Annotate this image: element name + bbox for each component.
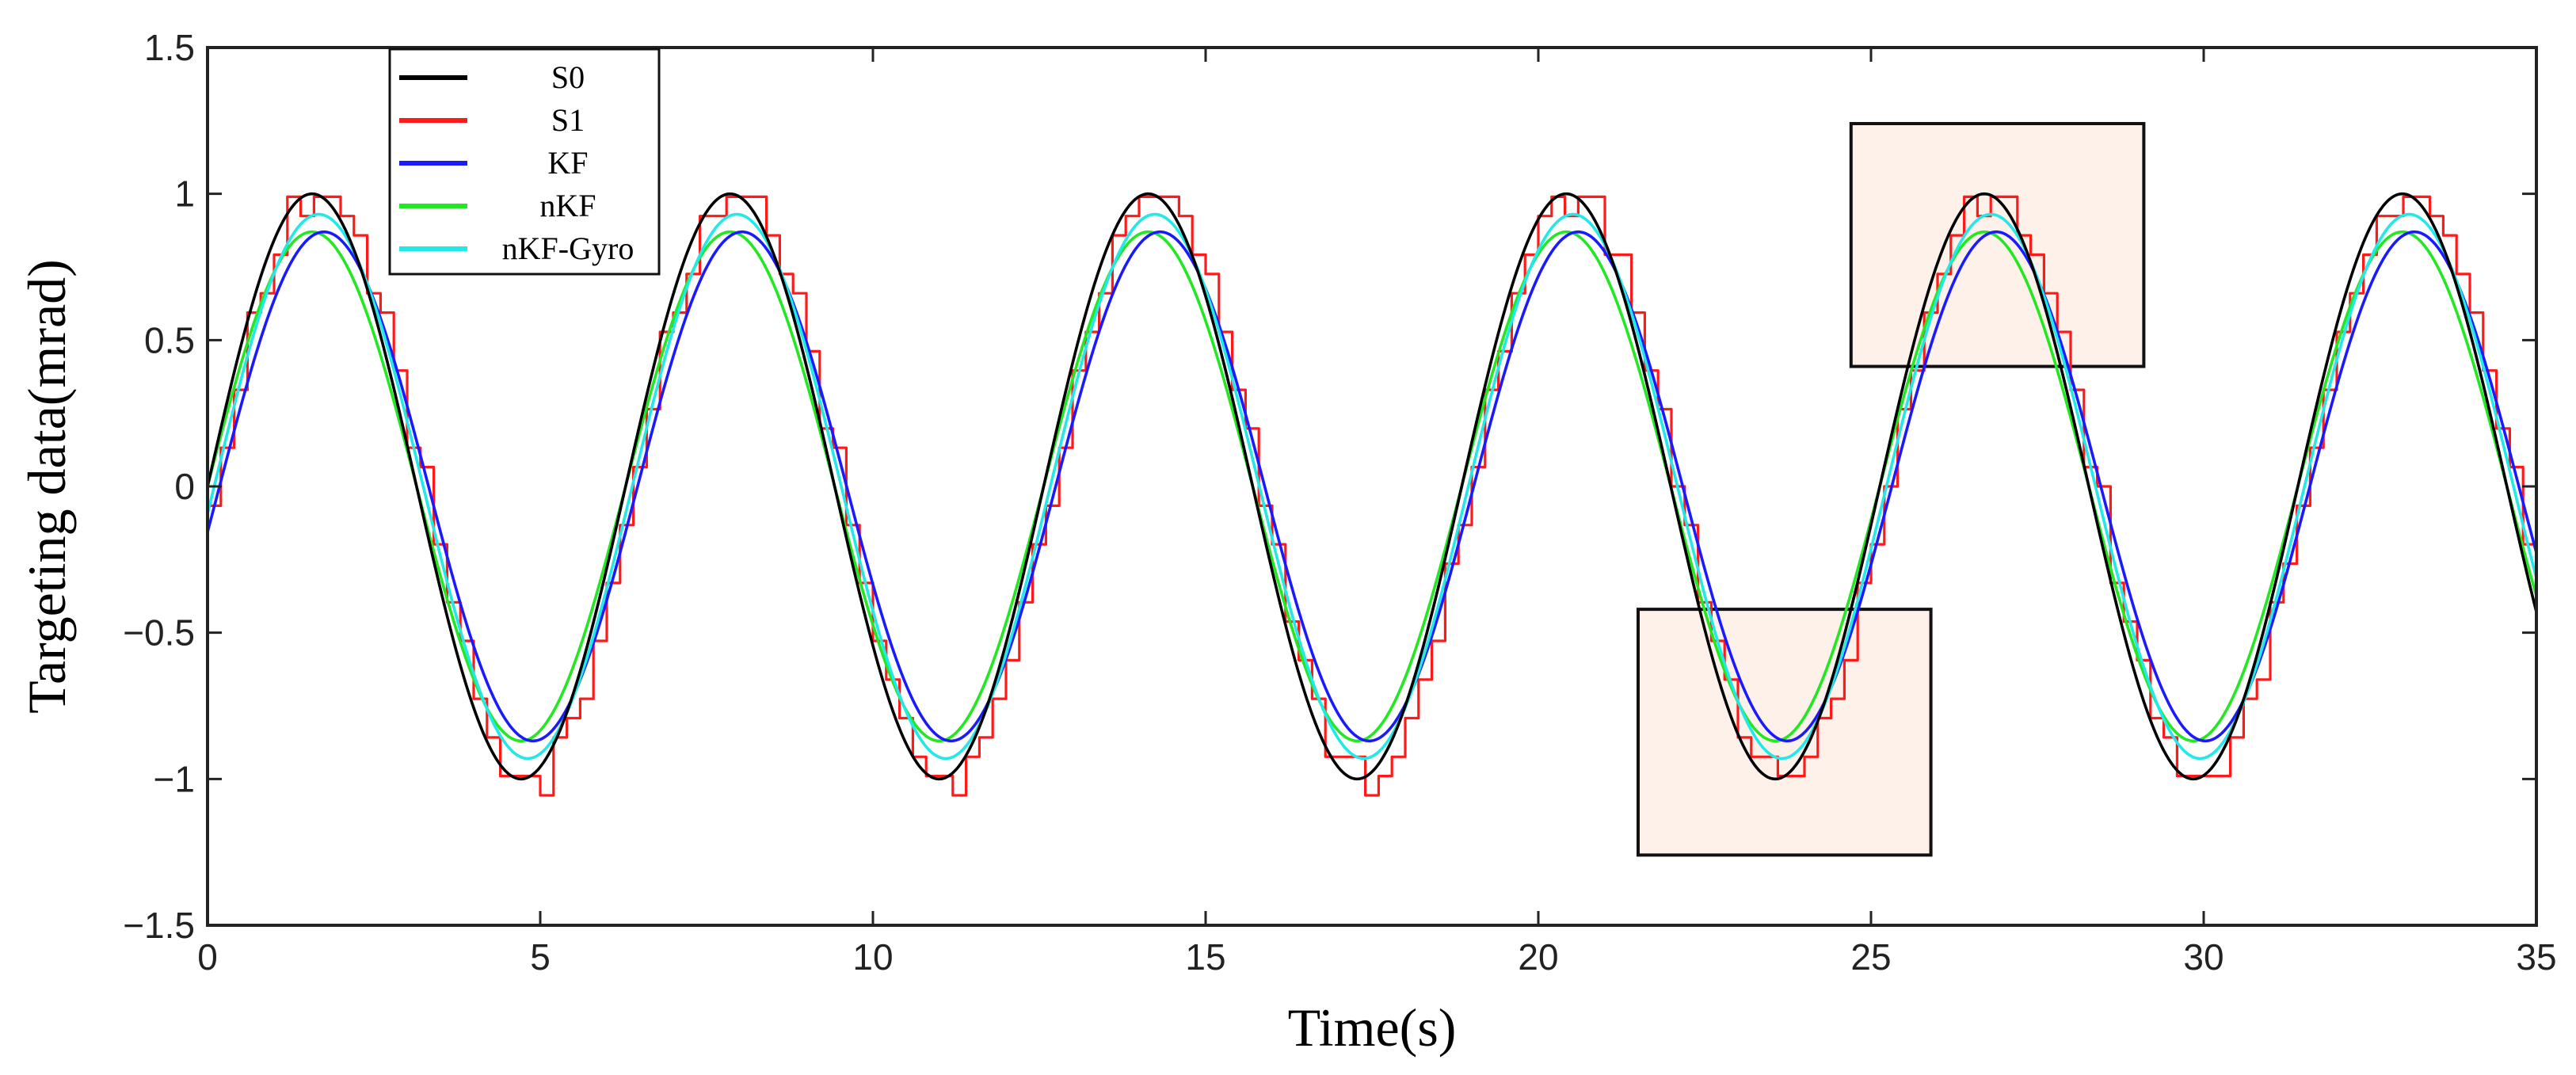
- legend-label-s1: S1: [551, 102, 585, 138]
- y-axis-title: Targeting data(mrad): [17, 259, 77, 714]
- legend-label-kf: KF: [547, 145, 588, 181]
- x-tick-label: 5: [530, 936, 551, 978]
- x-tick-label: 0: [197, 936, 218, 978]
- x-tick-label: 35: [2516, 936, 2556, 978]
- series-line-nkf: [206, 230, 2538, 743]
- x-axis-title: Time(s): [1288, 997, 1457, 1058]
- x-tick-label: 30: [2183, 936, 2224, 978]
- series-line-kf: [206, 230, 2538, 743]
- legend-label-s0: S0: [551, 59, 585, 95]
- y-tick-label: 1.5: [144, 27, 195, 68]
- zoom-box-upper: [1849, 122, 2146, 368]
- x-tick-label: 25: [1850, 936, 1891, 978]
- y-tick-label: −1.5: [123, 905, 195, 946]
- legend-label-nkf-gyro: nKF-Gyro: [502, 231, 634, 266]
- y-tick-label: 0.5: [144, 319, 195, 360]
- series-line-s0: [206, 192, 2538, 781]
- axis-ticks: 0 5 10 15 20 25 30 35 1.5 1 0.5 0 −0.5 −1 −1.5: [123, 27, 2556, 978]
- legend-label-nkf: nKF: [539, 188, 596, 223]
- y-tick-label: −0.5: [123, 612, 195, 654]
- series-lines: [206, 192, 2538, 797]
- y-tick-label: −1: [154, 758, 195, 799]
- series-line-nkf-gyro: [206, 212, 2538, 761]
- zoom-box-lower: [1637, 608, 1933, 857]
- x-tick-label: 20: [1518, 936, 1558, 978]
- x-tick-label: 15: [1185, 936, 1225, 978]
- x-tick-label: 10: [852, 936, 893, 978]
- zoom-boxes: [1637, 122, 2146, 857]
- y-tick-label: 0: [174, 466, 195, 507]
- legend: S0 S1 KF nKF nKF-Gyro: [388, 48, 661, 276]
- y-tick-label: 1: [174, 173, 195, 215]
